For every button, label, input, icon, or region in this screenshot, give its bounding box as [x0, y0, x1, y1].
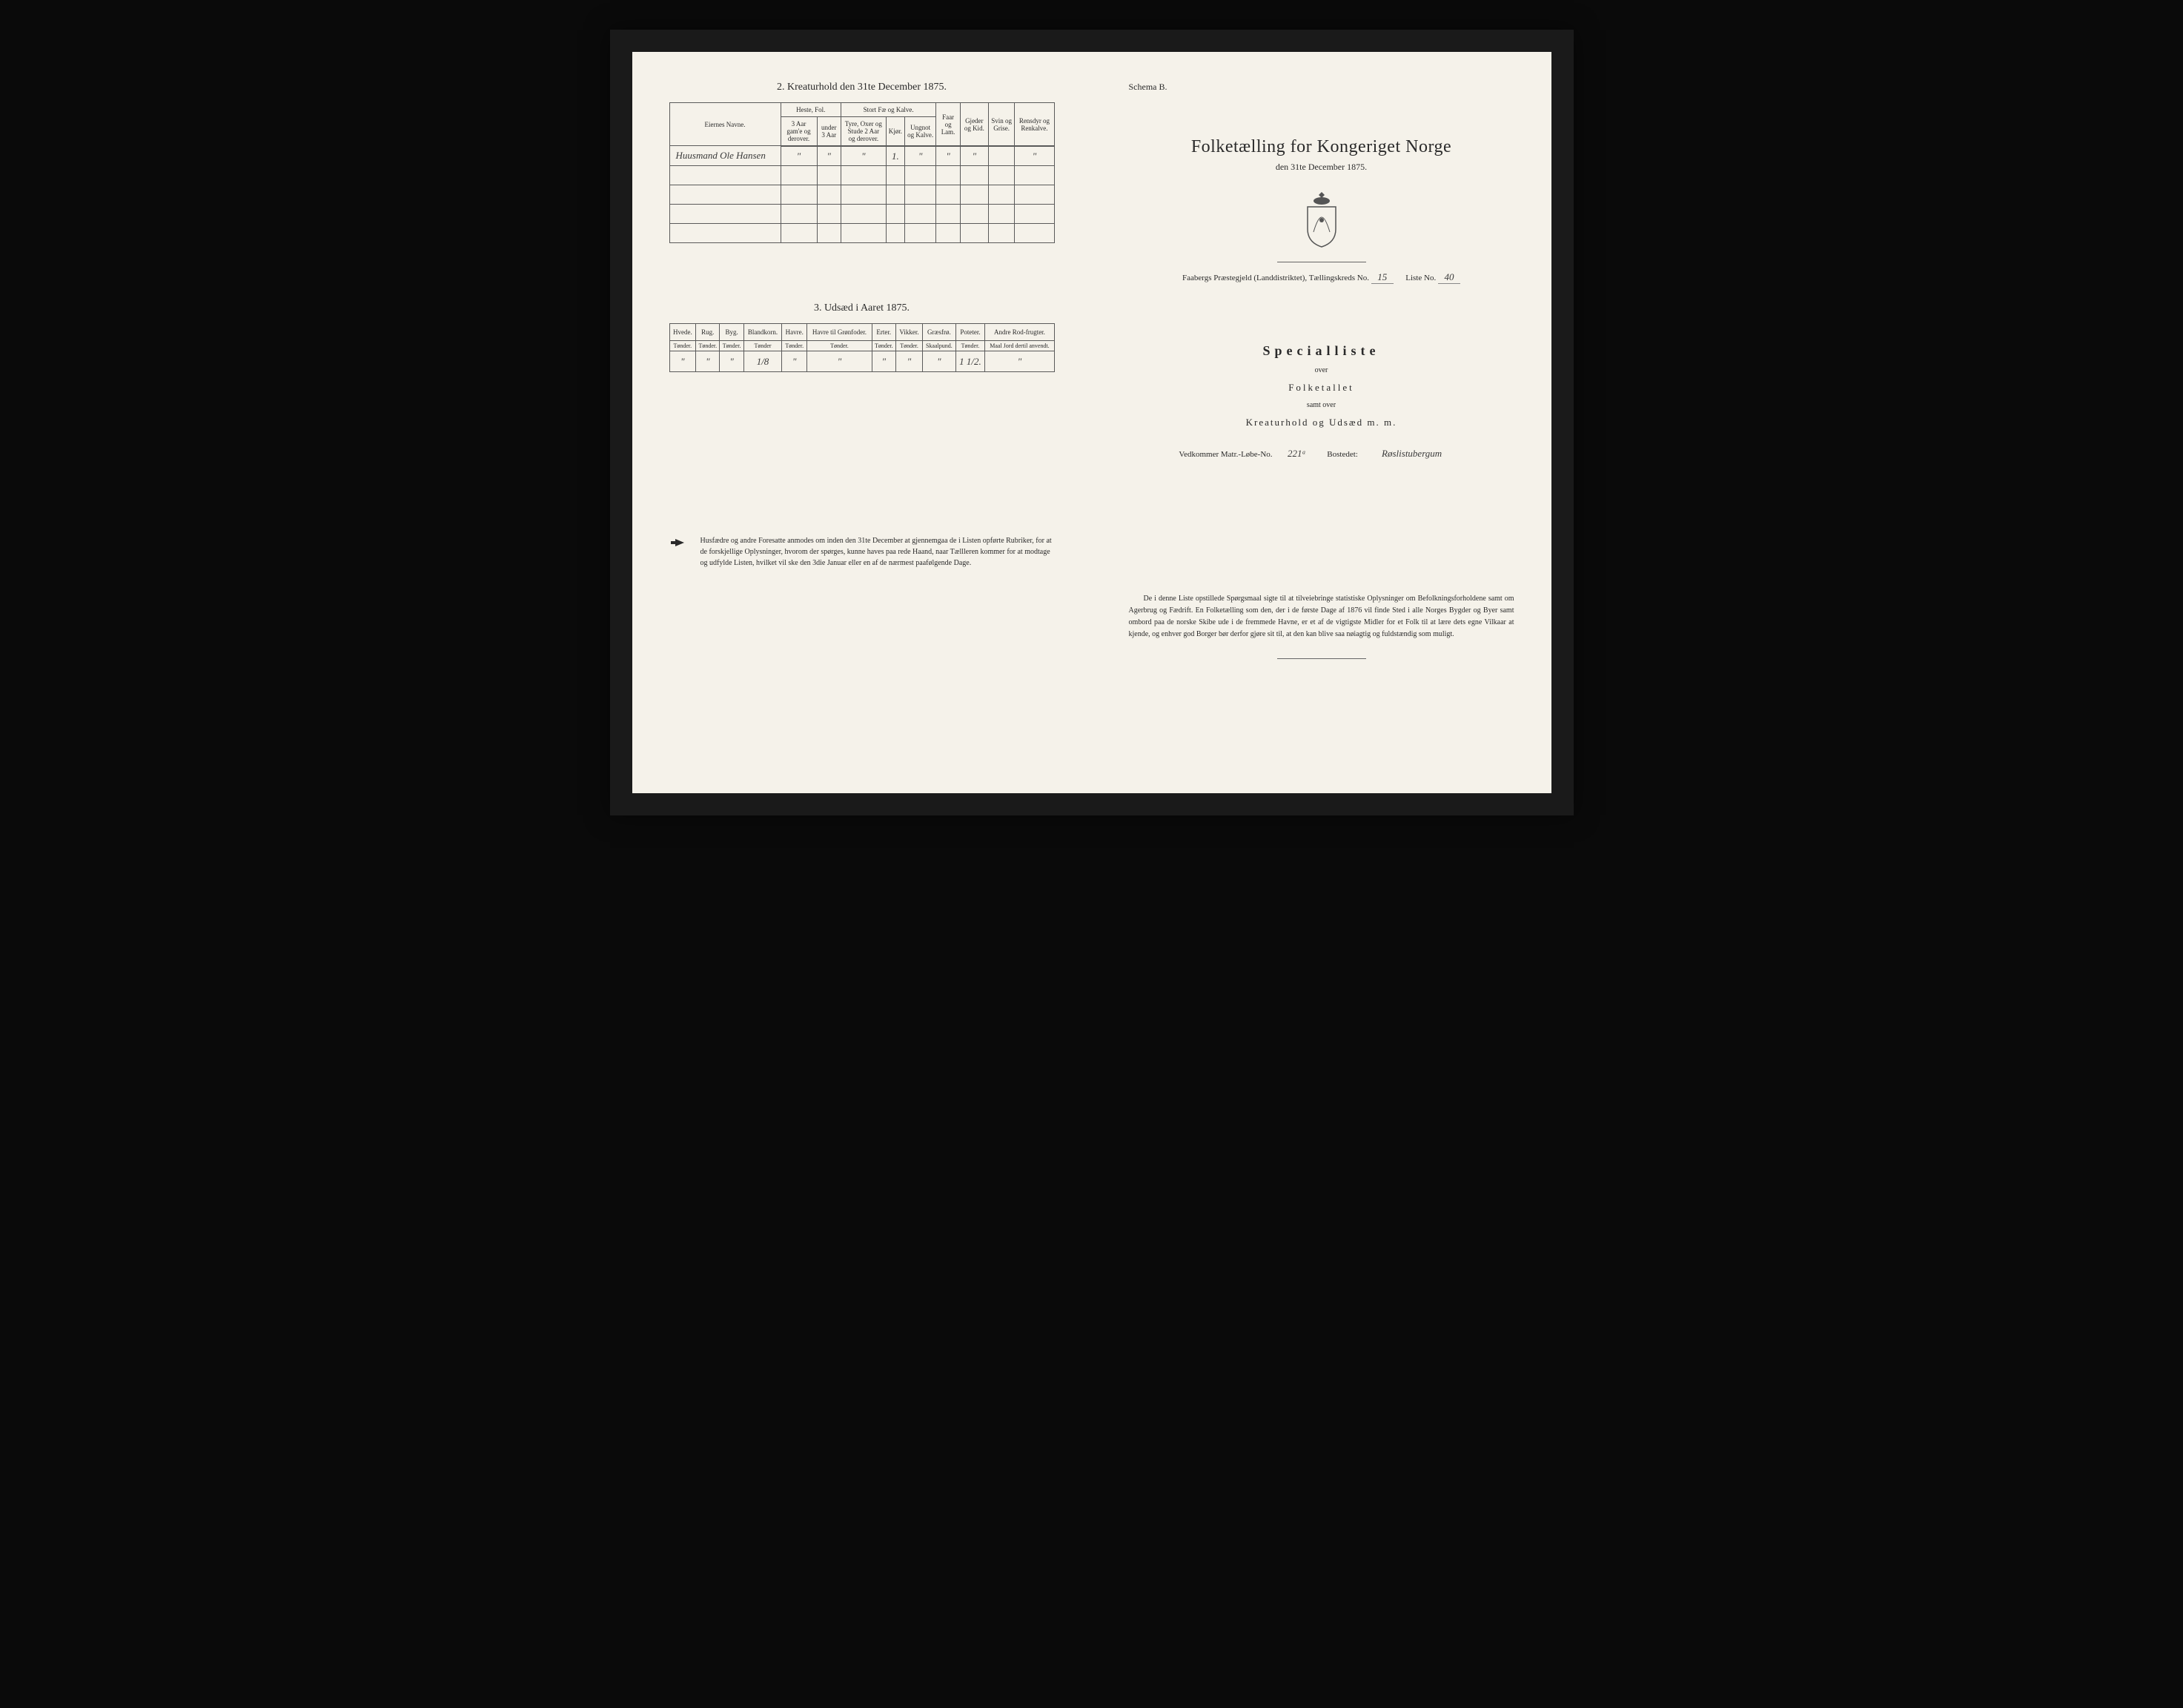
- th-heste-a: 3 Aar gam'e og derover.: [781, 117, 817, 146]
- unit-blandkorn: Tønder: [743, 341, 781, 351]
- left-notice-text: Husfædre og andre Foresatte anmodes om i…: [700, 535, 1055, 569]
- kreaturhold-table: Eiernes Navne. Heste, Fol. Stort Fæ og K…: [669, 102, 1055, 243]
- over-label: over: [1129, 366, 1514, 374]
- th-name: Eiernes Navne.: [669, 103, 781, 146]
- cell-stort-a: ": [841, 147, 886, 166]
- cell-heste-a: ": [781, 147, 817, 166]
- cell-svin: [988, 147, 1015, 166]
- cell-vikker: ": [895, 351, 922, 372]
- scan-container: 2. Kreaturhold den 31te December 1875. E…: [610, 30, 1574, 815]
- specialliste-heading: Specialliste: [1129, 343, 1514, 359]
- schema-label: Schema B.: [1129, 82, 1514, 93]
- cell-havre: ": [782, 351, 807, 372]
- table-row: [669, 166, 1054, 185]
- cell-rensdyr: ": [1015, 147, 1054, 166]
- th-stort-b: Kjør.: [886, 117, 904, 146]
- samt-over-label: samt over: [1129, 401, 1514, 409]
- cell-faar: ": [936, 147, 960, 166]
- table-row: [669, 205, 1054, 224]
- th-andre: Andre Rod-frugter.: [985, 324, 1054, 341]
- district-prefix: Faabergs Præstegjeld (Landdistriktet), T…: [1182, 274, 1369, 282]
- cell-stort-c: ": [904, 147, 935, 166]
- pointing-hand-icon: [669, 537, 690, 549]
- cell-rug: ": [696, 351, 720, 372]
- right-page: Schema B. Folketælling for Kongeriget No…: [1092, 52, 1551, 793]
- cell-andre: ": [985, 351, 1054, 372]
- kreatur-heading: Kreaturhold og Udsæd m. m.: [1129, 417, 1514, 428]
- matr-no: 221ᵃ: [1274, 448, 1319, 460]
- cell-gjeder: ": [960, 147, 988, 166]
- cell-blandkorn: 1/8: [743, 351, 781, 372]
- udsaed-table: Hvede. Rug. Byg. Blandkorn. Havre. Havre…: [669, 323, 1055, 372]
- th-havre: Havre.: [782, 324, 807, 341]
- table-row: " " " 1/8 " " " " " 1 1/2. ": [669, 351, 1054, 372]
- vedkommer-label: Vedkommer Matr.-Løbe-No.: [1179, 450, 1272, 459]
- district-line: Faabergs Præstegjeld (Landdistriktet), T…: [1129, 271, 1514, 284]
- unit-havre-gron: Tønder.: [807, 341, 872, 351]
- th-rensdyr: Rensdyr og Renkalve.: [1015, 103, 1054, 146]
- th-stort-c: Ungnot og Kalve.: [904, 117, 935, 146]
- th-stort-group: Stort Fæ og Kalve.: [841, 103, 935, 117]
- th-faar: Faar og Lam.: [936, 103, 960, 146]
- th-graesfro: Græsfrø.: [923, 324, 955, 341]
- unit-byg: Tønder.: [720, 341, 743, 351]
- liste-label: Liste No.: [1405, 274, 1436, 282]
- section3-title: 3. Udsæd i Aaret 1875.: [669, 302, 1055, 314]
- cell-erter: ": [872, 351, 895, 372]
- unit-rug: Tønder.: [696, 341, 720, 351]
- divider: [1277, 658, 1366, 659]
- th-vikker: Vikker.: [895, 324, 922, 341]
- liste-no: 40: [1438, 271, 1460, 284]
- unit-vikker: Tønder.: [895, 341, 922, 351]
- unit-erter: Tønder.: [872, 341, 895, 351]
- th-byg: Byg.: [720, 324, 743, 341]
- cell-heste-b: ": [817, 147, 841, 166]
- bosted-value: Røslistubergum: [1360, 448, 1464, 460]
- kreds-no: 15: [1371, 271, 1394, 284]
- th-poteter: Poteter.: [955, 324, 985, 341]
- th-havre-gron: Havre til Grønfoder.: [807, 324, 872, 341]
- th-hvede: Hvede.: [669, 324, 696, 341]
- th-heste-b: under 3 Aar: [817, 117, 841, 146]
- unit-hvede: Tønder.: [669, 341, 696, 351]
- unit-andre: Maal Jord dertil anvendt.: [985, 341, 1054, 351]
- unit-havre: Tønder.: [782, 341, 807, 351]
- right-notice-text: De i denne Liste opstillede Spørgsmaal s…: [1129, 593, 1514, 640]
- th-blandkorn: Blandkorn.: [743, 324, 781, 341]
- left-notice-block: Husfædre og andre Foresatte anmodes om i…: [669, 535, 1055, 569]
- bosted-label: Bostedet:: [1327, 450, 1358, 459]
- folketallet-heading: Folketallet: [1129, 382, 1514, 394]
- cell-havre-gron: ": [807, 351, 872, 372]
- table-row: [669, 224, 1054, 243]
- sub-date: den 31te December 1875.: [1129, 162, 1514, 173]
- th-rug: Rug.: [696, 324, 720, 341]
- owner-name: Huusmand Ole Hansen: [669, 146, 781, 166]
- th-erter: Erter.: [872, 324, 895, 341]
- unit-graesfro: Skaalpund.: [923, 341, 955, 351]
- unit-poteter: Tønder.: [955, 341, 985, 351]
- th-svin: Svin og Grise.: [988, 103, 1015, 146]
- cell-poteter: 1 1/2.: [955, 351, 985, 372]
- section2-title: 2. Kreaturhold den 31te December 1875.: [669, 82, 1055, 93]
- th-stort-a: Tyre, Oxer og Stude 2 Aar og derover.: [841, 117, 886, 146]
- cell-hvede: ": [669, 351, 696, 372]
- table-row: [669, 185, 1054, 205]
- cell-graesfro: ": [923, 351, 955, 372]
- left-page: 2. Kreaturhold den 31te December 1875. E…: [632, 52, 1092, 793]
- th-gjeder: Gjeder og Kid.: [960, 103, 988, 146]
- main-title: Folketælling for Kongeriget Norge: [1129, 137, 1514, 157]
- th-heste-group: Heste, Fol.: [781, 103, 841, 117]
- cell-stort-b: 1.: [886, 147, 904, 166]
- cell-byg: ": [720, 351, 743, 372]
- coat-of-arms-icon: [1299, 191, 1345, 250]
- vedkommer-line: Vedkommer Matr.-Løbe-No. 221ᵃ Bostedet: …: [1129, 448, 1514, 460]
